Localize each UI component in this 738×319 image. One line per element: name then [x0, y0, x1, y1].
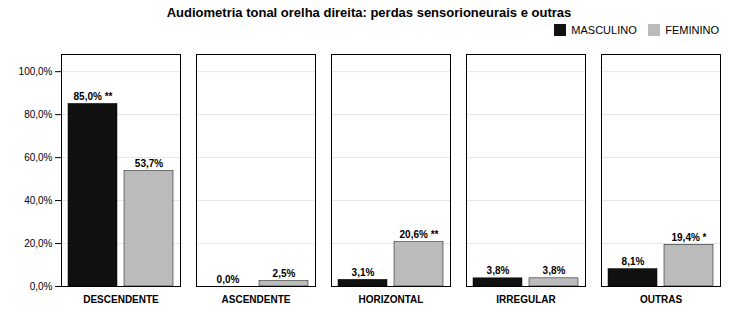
svg-text:HORIZONTAL: HORIZONTAL [359, 294, 424, 305]
svg-text:ASCENDENTE: ASCENDENTE [222, 294, 291, 305]
svg-text:40,0%: 40,0% [24, 195, 52, 206]
svg-text:3,8%: 3,8% [543, 265, 566, 276]
svg-text:IRREGULAR: IRREGULAR [496, 294, 556, 305]
svg-text:0,0%: 0,0% [217, 274, 240, 285]
html-text:FEMININO: FEMININO [665, 24, 719, 37]
svg-text:20,0%: 20,0% [24, 238, 52, 249]
svg-text:3,8%: 3,8% [487, 265, 510, 276]
svg-text:20,6% **: 20,6% ** [400, 229, 439, 240]
html-text:MASCULINO: MASCULINO [571, 24, 637, 37]
html-text:Audiometria tonal orelha direi: Audiometria tonal orelha direita: perdas… [166, 5, 572, 20]
svg-text:0,0%: 0,0% [30, 281, 53, 292]
svg-text:19,4% *: 19,4% * [671, 232, 706, 243]
svg-text:60,0%: 60,0% [24, 152, 52, 163]
svg-text:8,1%: 8,1% [622, 256, 645, 267]
svg-text:53,7%: 53,7% [135, 158, 163, 169]
svg-text:OUTRAS: OUTRAS [640, 294, 683, 305]
svg-text:80,0%: 80,0% [24, 109, 52, 120]
svg-text:100,0%: 100,0% [19, 66, 53, 77]
svg-text:85,0% **: 85,0% ** [74, 91, 113, 102]
svg-text:3,1%: 3,1% [352, 267, 375, 278]
svg-text:2,5%: 2,5% [273, 268, 296, 279]
svg-text:DESCENDENTE: DESCENDENTE [83, 294, 159, 305]
